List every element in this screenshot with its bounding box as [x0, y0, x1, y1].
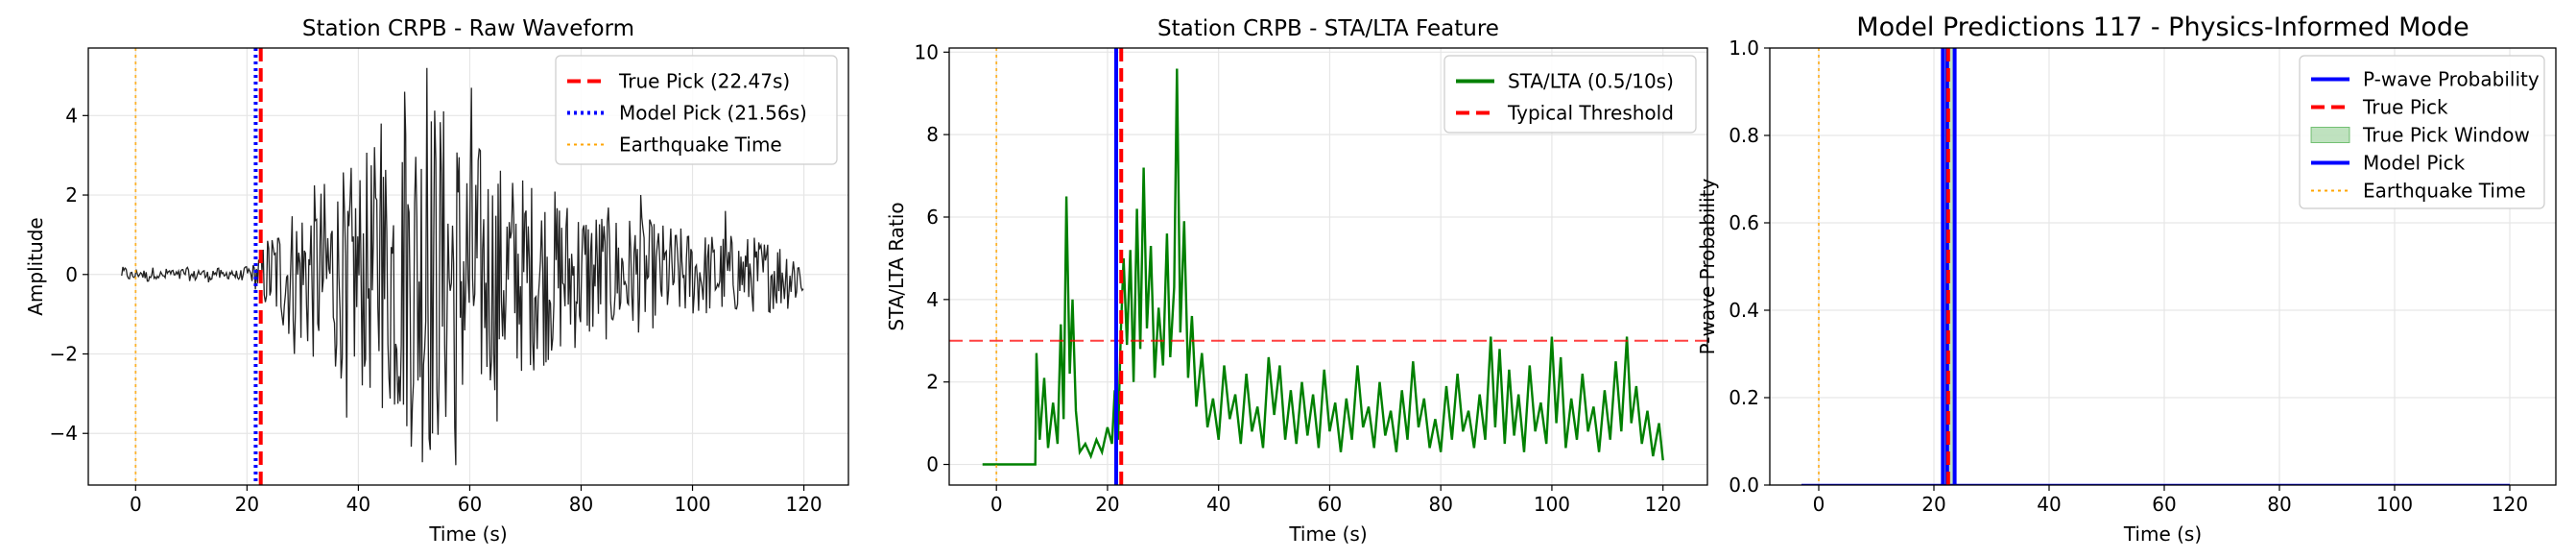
- chart-panel-2: 0 20 40 60 80 100 120 0 2 4 6 8 10 Station CRPB - STA…: [885, 16, 1708, 546]
- legend-box: [555, 55, 838, 165]
- x-tick-label: 80: [2267, 493, 2291, 516]
- axes-frame: [1769, 47, 2557, 486]
- x-tick-label: 20: [235, 493, 259, 516]
- legend-label: Earthquake Time: [2363, 180, 2526, 203]
- y-tick-label: 0.2: [1729, 386, 1759, 409]
- y-tick-label: 4: [926, 288, 939, 311]
- y-tick-label: 0: [65, 263, 78, 286]
- y-tick-label: 0.8: [1729, 124, 1759, 147]
- y-tick-label: 2: [926, 371, 939, 394]
- x-tick-label: 20: [1095, 493, 1119, 516]
- legend-label: True Pick Window: [2362, 124, 2530, 147]
- legend-label: Model Pick (21.56s): [619, 102, 807, 125]
- x-tick-label: 40: [346, 493, 370, 516]
- y-axis-label: Amplitude: [24, 217, 47, 316]
- y-tick-label: 6: [926, 206, 939, 229]
- x-tick-label: 20: [1921, 493, 1945, 516]
- y-tick-label: 2: [65, 183, 78, 207]
- plot-area: [121, 48, 804, 485]
- x-tick-label: 100: [2376, 493, 2413, 516]
- x-tick-label: 0: [130, 493, 142, 516]
- chart-title: Station CRPB - Raw Waveform: [302, 16, 634, 41]
- legend: STA/LTA (0.5/10s) Typical Threshold: [1443, 55, 1697, 134]
- x-tick-label: 60: [1318, 493, 1342, 516]
- y-tick-label: 1.0: [1729, 36, 1759, 60]
- x-tick-label: 60: [2152, 493, 2176, 516]
- waveform-line: [121, 67, 804, 466]
- x-tick-label: 100: [674, 493, 710, 516]
- legend-label: True Pick: [2362, 96, 2448, 119]
- y-axis-label: STA/LTA Ratio: [885, 202, 908, 330]
- plot-area: [1801, 48, 2510, 485]
- x-tick-label: 80: [569, 493, 593, 516]
- x-tick-label: 0: [1813, 493, 1825, 516]
- x-tick-label: 0: [990, 493, 1003, 516]
- y-tick-label: −2: [50, 343, 78, 366]
- x-tick-label: 80: [1428, 493, 1452, 516]
- legend-label: P-wave Probability: [2363, 68, 2540, 91]
- y-tick-label: 4: [65, 104, 78, 127]
- axes-frame: [948, 47, 1708, 486]
- axes-frame: [87, 47, 849, 486]
- legend-box: [2299, 55, 2545, 209]
- chart-title: Station CRPB - STA/LTA Feature: [1157, 16, 1499, 41]
- y-axis-label: P-wave Probability: [1696, 179, 1719, 355]
- y-tick-label: 10: [915, 40, 939, 63]
- x-tick-label: 40: [1206, 493, 1230, 516]
- x-axis-label: Time (s): [428, 523, 507, 546]
- x-axis-label: Time (s): [2123, 523, 2202, 546]
- legend: P-wave Probability True Pick True Pick Win…: [2299, 55, 2545, 209]
- x-tick-label: 120: [2492, 493, 2528, 516]
- y-tick-label: 0: [926, 453, 939, 476]
- x-tick-label: 40: [2037, 493, 2061, 516]
- y-tick-label: 0.6: [1729, 211, 1759, 234]
- legend-swatch: [2310, 127, 2350, 143]
- legend-label: Typical Threshold: [1507, 102, 1674, 125]
- y-tick-label: 8: [926, 123, 939, 146]
- plot-area: [949, 48, 1707, 485]
- legend: True Pick (22.47s) Model Pick (21.56s) Ear…: [555, 55, 838, 165]
- legend-label: True Pick (22.47s): [618, 70, 790, 93]
- x-tick-label: 120: [1645, 493, 1682, 516]
- x-axis-label: Time (s): [1288, 523, 1367, 546]
- x-tick-label: 100: [1534, 493, 1570, 516]
- y-tick-label: 0.4: [1729, 299, 1759, 322]
- x-tick-label: 120: [785, 493, 822, 516]
- legend-label: STA/LTA (0.5/10s): [1508, 70, 1674, 93]
- chart-title: Model Predictions 117 - Physics-Informed…: [1856, 12, 2469, 42]
- legend-label: Earthquake Time: [619, 134, 782, 157]
- y-tick-label: −4: [50, 422, 78, 445]
- legend-box: [1443, 55, 1697, 134]
- legend-label: Model Pick: [2363, 152, 2466, 175]
- x-tick-label: 60: [458, 493, 482, 516]
- y-tick-label: 0.0: [1729, 474, 1759, 497]
- chart-panel-3: 0 20 40 60 80 100 120 0.0 0.2 0.4 0.6 0.8 1.0 Model P…: [1696, 12, 2557, 546]
- chart-panel-1: 0 20 40 60 80 100 120 −4 −2 0 2 4 Station CRPB - Raw…: [24, 16, 849, 546]
